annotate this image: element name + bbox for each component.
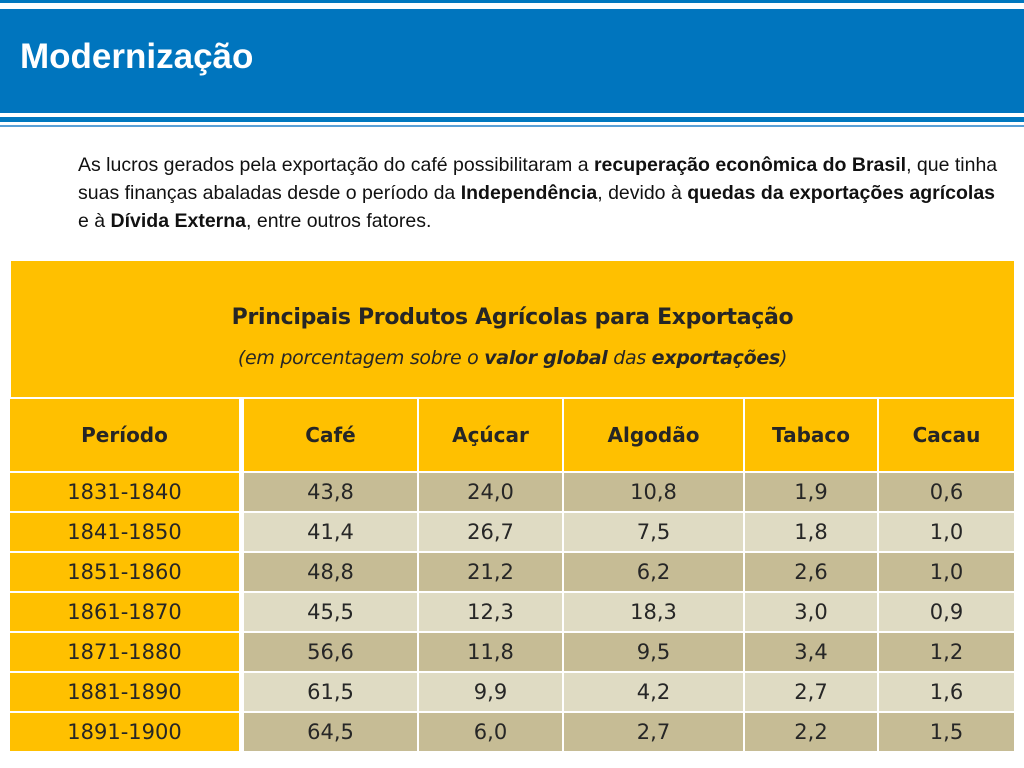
- intro-bold-2: Independência: [460, 182, 598, 204]
- top-rule: [0, 0, 1024, 3]
- table-cell: 21,2: [419, 553, 564, 593]
- table-cell: 2,7: [745, 673, 879, 713]
- table-cell: 64,5: [244, 713, 419, 753]
- table-cell: 9,5: [564, 633, 745, 673]
- table-subtitle: (em porcentagem sobre o valor global das…: [11, 347, 1014, 369]
- table-row: 1831-1840 43,8 24,0 10,8 1,9 0,6: [10, 473, 1014, 513]
- intro-text-3: , devido à: [597, 182, 688, 204]
- intro-bold-4: Dívida Externa: [110, 210, 247, 232]
- period-cell: 1871-1880: [10, 633, 244, 673]
- table-row: 1891-1900 64,5 6,0 2,7 2,2 1,5: [10, 713, 1014, 753]
- table-cell: 4,2: [564, 673, 745, 713]
- export-table-image: Principais Produtos Agrícolas para Expor…: [10, 261, 1014, 758]
- intro-text-5: , entre outros fatores.: [246, 210, 432, 232]
- table-cell: 1,2: [879, 633, 1014, 673]
- table-cell: 6,0: [419, 713, 564, 753]
- intro-text-4: e à: [78, 210, 111, 232]
- table-cell: 1,0: [879, 553, 1014, 593]
- subtitle-part-1: (em porcentagem sobre o: [237, 347, 485, 369]
- intro-paragraph: As lucros gerados pela exportação do caf…: [78, 151, 998, 235]
- slide-header: Modernização: [0, 9, 1024, 113]
- table-cell: 18,3: [564, 593, 745, 633]
- table-cell: 0,6: [879, 473, 1014, 513]
- table-cell: 45,5: [244, 593, 419, 633]
- slide-title: Modernização: [20, 37, 254, 76]
- table-cell: 2,7: [564, 713, 745, 753]
- table-cell: 1,8: [745, 513, 879, 553]
- table-row: 1851-1860 48,8 21,2 6,2 2,6 1,0: [10, 553, 1014, 593]
- intro-bold-3: quedas da exportações agrícolas: [687, 182, 996, 204]
- table-cell: 43,8: [244, 473, 419, 513]
- header-rule-thick: [0, 117, 1024, 122]
- column-header-tabaco: Tabaco: [745, 399, 879, 473]
- column-header-cacau: Cacau: [879, 399, 1014, 473]
- table-cell: 12,3: [419, 593, 564, 633]
- column-header-period: Período: [10, 399, 244, 473]
- subtitle-part-3: ): [779, 347, 788, 369]
- column-header-cafe: Café: [244, 399, 419, 473]
- table-cell: 61,5: [244, 673, 419, 713]
- table-row: 1861-1870 45,5 12,3 18,3 3,0 0,9: [10, 593, 1014, 633]
- period-cell: 1831-1840: [10, 473, 244, 513]
- column-header-algodao: Algodão: [564, 399, 745, 473]
- period-cell: 1881-1890: [10, 673, 244, 713]
- table-cell: 1,6: [879, 673, 1014, 713]
- table-cell: 26,7: [419, 513, 564, 553]
- table-cell: 48,8: [244, 553, 419, 593]
- table-cell: 2,2: [745, 713, 879, 753]
- period-cell: 1851-1860: [10, 553, 244, 593]
- intro-bold-1: recuperação econômica do Brasil: [593, 154, 907, 176]
- column-header-acucar: Açúcar: [419, 399, 564, 473]
- period-cell: 1841-1850: [10, 513, 244, 553]
- period-cell: 1861-1870: [10, 593, 244, 633]
- table-cell: 7,5: [564, 513, 745, 553]
- table-cell: 3,0: [745, 593, 879, 633]
- table-cell: 0,9: [879, 593, 1014, 633]
- table-cell: 24,0: [419, 473, 564, 513]
- intro-text-1: As lucros gerados pela exportação do caf…: [78, 154, 594, 176]
- table-title-box: Principais Produtos Agrícolas para Expor…: [11, 261, 1014, 397]
- table-cell: 10,8: [564, 473, 745, 513]
- exports-table: Período Café Açúcar Algodão Tabaco Cacau…: [10, 399, 1014, 753]
- table-cell: 1,5: [879, 713, 1014, 753]
- intro-text-2: , que tinha suas finanças abaladas desde…: [78, 154, 998, 204]
- table-cell: 11,8: [419, 633, 564, 673]
- header-rule-thin: [0, 125, 1024, 127]
- period-cell: 1891-1900: [10, 713, 244, 753]
- subtitle-bold-1: valor global: [484, 347, 608, 369]
- table-cell: 56,6: [244, 633, 419, 673]
- table-cell: 1,9: [745, 473, 879, 513]
- table-row: 1881-1890 61,5 9,9 4,2 2,7 1,6: [10, 673, 1014, 713]
- table-title: Principais Produtos Agrícolas para Expor…: [231, 305, 794, 330]
- subtitle-bold-2: exportações: [651, 347, 781, 369]
- subtitle-part-2: das: [607, 347, 652, 369]
- table-cell: 2,6: [745, 553, 879, 593]
- table-cell: 3,4: [745, 633, 879, 673]
- table-header-row: Período Café Açúcar Algodão Tabaco Cacau: [10, 399, 1014, 473]
- table-cell: 6,2: [564, 553, 745, 593]
- table-cell: 1,0: [879, 513, 1014, 553]
- table-row: 1841-1850 41,4 26,7 7,5 1,8 1,0: [10, 513, 1014, 553]
- table-row: 1871-1880 56,6 11,8 9,5 3,4 1,2: [10, 633, 1014, 673]
- table-cell: 9,9: [419, 673, 564, 713]
- table-cell: 41,4: [244, 513, 419, 553]
